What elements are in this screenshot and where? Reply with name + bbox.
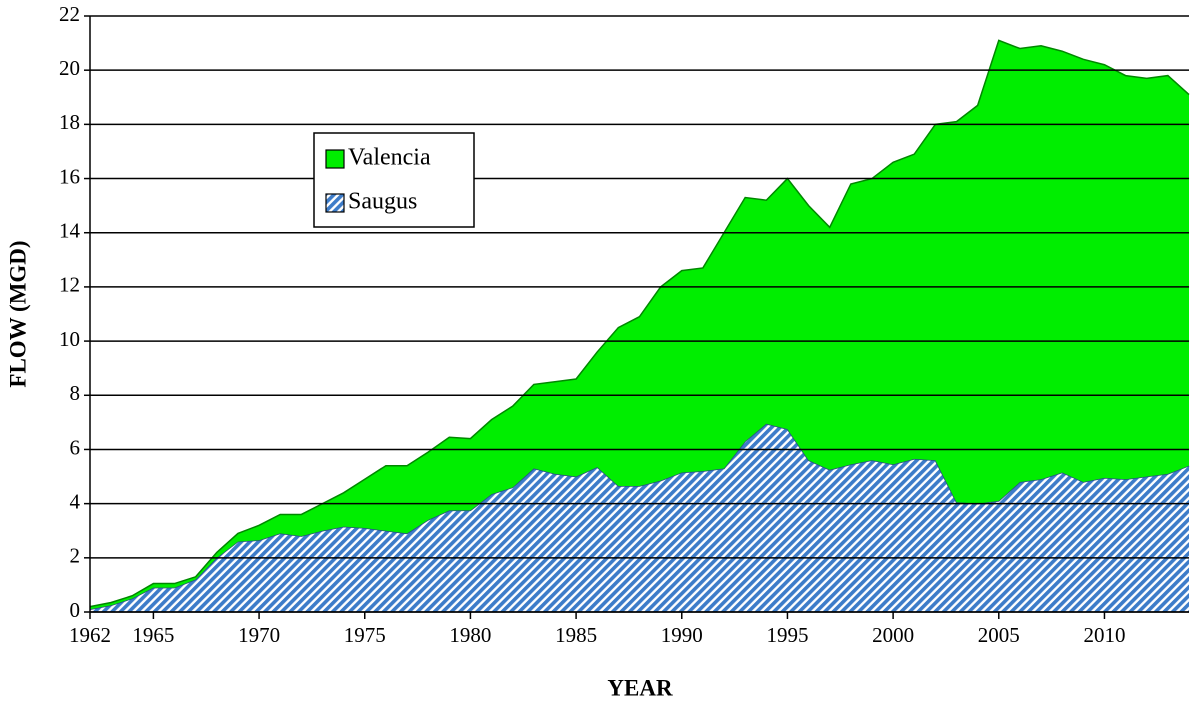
x-tick-label: 1985 bbox=[555, 623, 597, 647]
y-tick-label: 18 bbox=[59, 110, 80, 134]
y-tick-label: 14 bbox=[59, 219, 81, 243]
y-tick-label: 8 bbox=[70, 381, 81, 405]
y-tick-label: 16 bbox=[59, 164, 80, 188]
x-tick-label: 1962 bbox=[69, 623, 111, 647]
x-tick-label: 2010 bbox=[1083, 623, 1125, 647]
y-tick-label: 2 bbox=[70, 544, 81, 568]
legend-swatch bbox=[325, 193, 345, 213]
y-tick-label: 12 bbox=[59, 273, 80, 297]
area-fill bbox=[90, 40, 1189, 610]
y-tick-label: 10 bbox=[59, 327, 80, 351]
x-tick-label: 1975 bbox=[344, 623, 386, 647]
legend-swatch bbox=[325, 149, 345, 169]
x-tick-label: 1980 bbox=[449, 623, 491, 647]
y-tick-label: 4 bbox=[70, 489, 81, 513]
y-tick-label: 6 bbox=[70, 435, 81, 459]
y-tick-label: 22 bbox=[59, 2, 80, 26]
legend-label: Valencia bbox=[348, 145, 431, 171]
x-tick-label: 1970 bbox=[238, 623, 280, 647]
y-tick-label: 20 bbox=[59, 56, 80, 80]
x-tick-label: 1990 bbox=[661, 623, 703, 647]
x-tick-label: 1965 bbox=[132, 623, 174, 647]
x-tick-label: 2005 bbox=[978, 623, 1020, 647]
area-fill bbox=[90, 423, 1189, 612]
x-tick-label: 2000 bbox=[872, 623, 914, 647]
y-axis-title: FLOW (MGD) bbox=[5, 240, 30, 387]
legend-label: Saugus bbox=[348, 189, 417, 215]
x-tick-label: 1995 bbox=[766, 623, 808, 647]
area-top-line bbox=[89, 39, 1190, 608]
y-tick-label: 0 bbox=[70, 598, 81, 622]
x-axis-title: YEAR bbox=[607, 675, 673, 700]
